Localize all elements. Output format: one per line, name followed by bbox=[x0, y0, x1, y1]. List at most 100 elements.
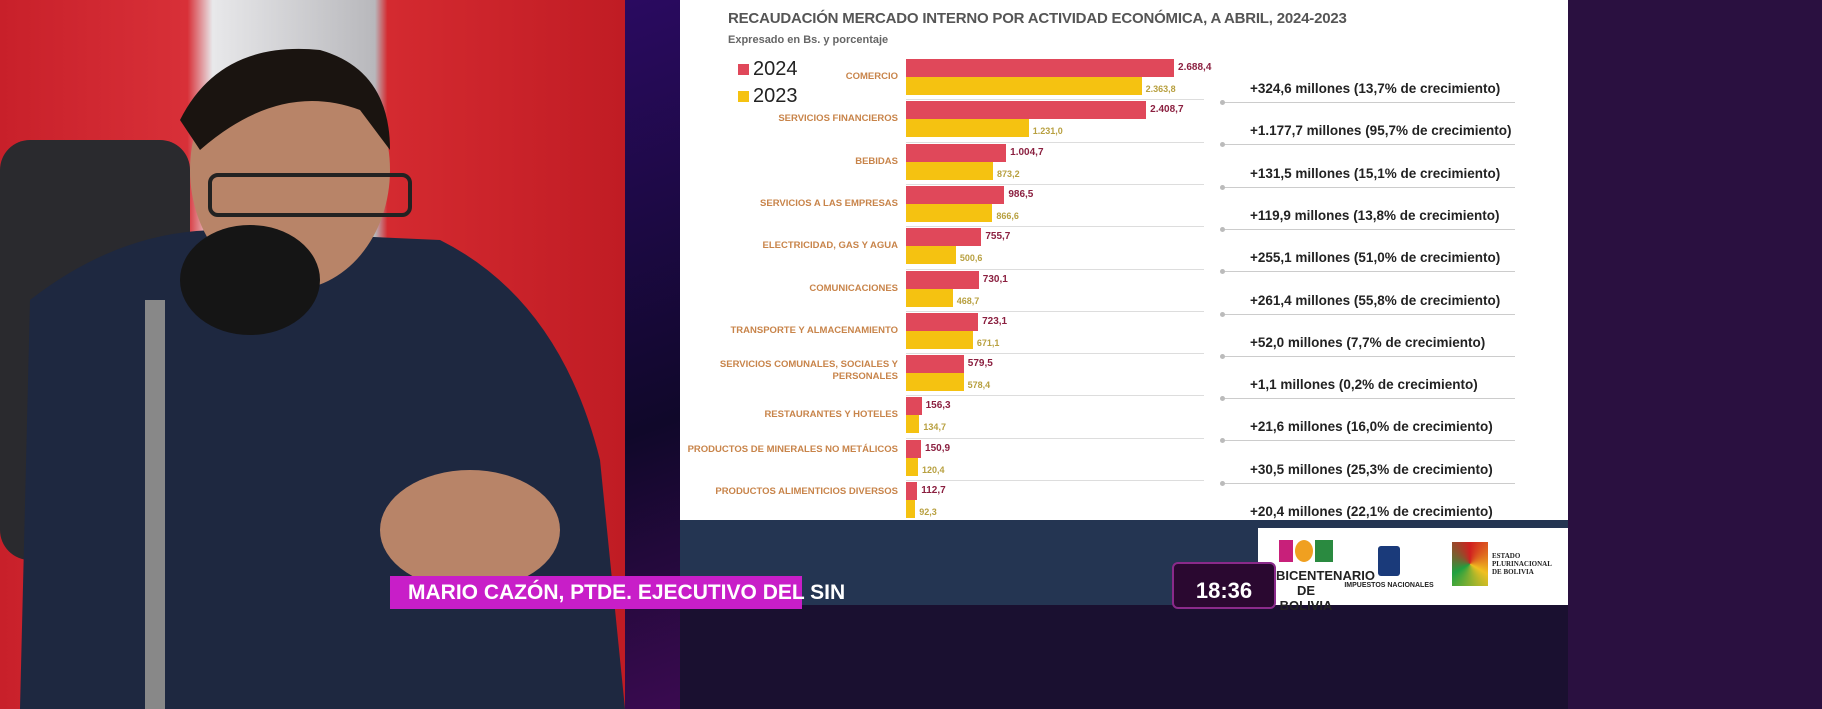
bar-2024 bbox=[906, 482, 918, 500]
category-label: TRANSPORTE Y ALMACENAMIENTO bbox=[730, 324, 899, 336]
data-label-2023: 120,4 bbox=[922, 464, 945, 475]
data-label-2024: 156,3 bbox=[925, 400, 951, 412]
bar-2024 bbox=[906, 312, 979, 331]
bar-2024 bbox=[906, 143, 1007, 162]
data-label-2023: 92,3 bbox=[919, 507, 937, 517]
row-separator bbox=[906, 99, 1204, 101]
data-label-2023: 671,1 bbox=[976, 337, 1000, 348]
data-label-2023: 873,2 bbox=[997, 168, 1020, 179]
bar-2023 bbox=[906, 330, 973, 349]
annotation-line bbox=[1222, 228, 1515, 230]
category-label: ELECTRICIDAD, GAS Y AGUA bbox=[762, 240, 898, 252]
data-label-2023: 134,7 bbox=[923, 422, 946, 433]
data-label-2023: 1.231,0 bbox=[1032, 126, 1063, 137]
bar-2023 bbox=[906, 500, 916, 518]
row-separator bbox=[906, 141, 1204, 143]
annotation-line bbox=[1222, 186, 1515, 188]
category-label: SERVICIOS A LAS EMPRESAS bbox=[760, 197, 898, 209]
bar-2024 bbox=[906, 228, 982, 247]
annotation-dot bbox=[1220, 226, 1225, 232]
row-separator bbox=[906, 480, 1204, 481]
bar-2024 bbox=[906, 185, 1005, 204]
bar-2023 bbox=[906, 203, 993, 222]
data-label-2024: 986,5 bbox=[1008, 188, 1034, 200]
category-label: PRODUCTOS ALIMENTICIOS DIVERSOS bbox=[715, 486, 898, 497]
data-label-2023: 866,6 bbox=[996, 210, 1019, 221]
legend-swatch-2024 bbox=[738, 64, 749, 75]
bar-2023 bbox=[906, 373, 964, 392]
category-label: COMUNICACIONES bbox=[809, 282, 898, 294]
annotation-dot bbox=[1220, 269, 1225, 275]
impuestos-logo: IMPUESTOS NACIONALES bbox=[1344, 546, 1434, 589]
row-separator bbox=[906, 268, 1204, 270]
data-label-2024: 1.004,7 bbox=[1010, 146, 1044, 158]
bar-2024 bbox=[906, 439, 922, 458]
row-separator bbox=[906, 395, 1204, 397]
bar-2023 bbox=[906, 161, 994, 180]
bar-2024 bbox=[906, 59, 1175, 77]
bar-2023 bbox=[906, 415, 920, 434]
legend-item-2024: 2024 bbox=[738, 58, 798, 81]
annotation-dot bbox=[1220, 480, 1225, 486]
background-panel bbox=[1568, 0, 1822, 709]
annotation-line bbox=[1222, 398, 1515, 400]
bar-2023 bbox=[906, 246, 956, 265]
annotation-line bbox=[1222, 313, 1515, 315]
data-label-2023: 578,4 bbox=[967, 380, 991, 391]
annotation-line bbox=[1222, 482, 1515, 484]
growth-annotation: +1,1 millones (0,2% de crecimiento) bbox=[1250, 377, 1478, 393]
bar-2024 bbox=[906, 101, 1147, 120]
legend-item-2023: 2023 bbox=[738, 85, 798, 108]
estado-logo: ESTADO PLURINACIONAL DE BOLIVIA bbox=[1452, 542, 1564, 586]
growth-annotation: +30,5 millones (25,3% de crecimiento) bbox=[1250, 461, 1493, 477]
growth-annotation: +119,9 millones (13,8% de crecimiento) bbox=[1250, 207, 1500, 223]
data-label-2024: 579,5 bbox=[967, 358, 993, 370]
row-separator bbox=[906, 226, 1204, 228]
category-label: PRODUCTOS DE MINERALES NO METÁLICOS bbox=[687, 443, 898, 455]
data-label-2024: 2.408,7 bbox=[1150, 104, 1184, 116]
bar-2024 bbox=[906, 270, 979, 289]
data-label-2024: 723,1 bbox=[982, 315, 1008, 327]
data-label-2023: 2.363,8 bbox=[1145, 84, 1176, 94]
annotation-line bbox=[1222, 144, 1515, 146]
growth-annotation: +20,4 millones (22,1% de crecimiento) bbox=[1250, 504, 1493, 519]
row-separator bbox=[906, 310, 1204, 312]
growth-annotation: +255,1 millones (51,0% de crecimiento) bbox=[1250, 250, 1501, 266]
category-label: COMERCIO bbox=[845, 71, 898, 82]
legend-label: 2024 bbox=[753, 58, 798, 80]
data-label-2024: 755,7 bbox=[985, 231, 1011, 243]
bar-2023 bbox=[906, 457, 918, 476]
data-label-2023: 500,6 bbox=[959, 253, 983, 264]
bicentenario-logo: BICENTENARIO DE BOLIVIA bbox=[1276, 540, 1375, 613]
row-separator bbox=[906, 183, 1204, 185]
annotation-line bbox=[1222, 440, 1515, 442]
category-label: SERVICIOS FINANCIEROS bbox=[778, 113, 898, 125]
category-label: RESTAURANTES Y HOTELES bbox=[764, 409, 898, 421]
bar-2024 bbox=[906, 355, 964, 374]
annotation-dot bbox=[1220, 438, 1225, 444]
data-label-2024: 150,9 bbox=[925, 442, 951, 454]
category-label: SERVICIOS COMUNALES, SOCIALES Y PERSONAL… bbox=[719, 359, 898, 383]
lower-third-caption: MARIO CAZÓN, PTDE. EJECUTIVO DEL SIN bbox=[390, 576, 845, 609]
growth-annotation: +324,6 millones (13,7% de crecimiento) bbox=[1250, 81, 1501, 96]
bar-2023 bbox=[906, 119, 1029, 138]
chart-title: RECAUDACIÓN MERCADO INTERNO POR ACTIVIDA… bbox=[728, 10, 1347, 27]
chart-slide: RECAUDACIÓN MERCADO INTERNO POR ACTIVIDA… bbox=[680, 0, 1568, 528]
annotation-dot bbox=[1220, 100, 1225, 105]
clock: 18:36 bbox=[1172, 562, 1276, 609]
data-label-2024: 112,7 bbox=[921, 485, 946, 496]
annotation-line bbox=[1222, 102, 1515, 103]
annotation-dot bbox=[1220, 396, 1225, 402]
data-label-2024: 730,1 bbox=[982, 273, 1008, 285]
growth-annotation: +1.177,7 millones (95,7% de crecimiento) bbox=[1250, 123, 1512, 139]
bar-2024 bbox=[906, 397, 922, 416]
row-separator bbox=[906, 353, 1204, 355]
bar-2023 bbox=[906, 288, 953, 307]
annotation-dot bbox=[1220, 353, 1225, 359]
growth-annotation: +131,5 millones (15,1% de crecimiento) bbox=[1250, 165, 1501, 181]
annotation-dot bbox=[1220, 142, 1225, 148]
annotation-dot bbox=[1220, 311, 1225, 317]
growth-annotation: +52,0 millones (7,7% de crecimiento) bbox=[1250, 334, 1486, 350]
logo-strip: BICENTENARIO DE BOLIVIA IMPUESTOS NACION… bbox=[1258, 528, 1568, 613]
category-label: BEBIDAS bbox=[855, 155, 898, 167]
